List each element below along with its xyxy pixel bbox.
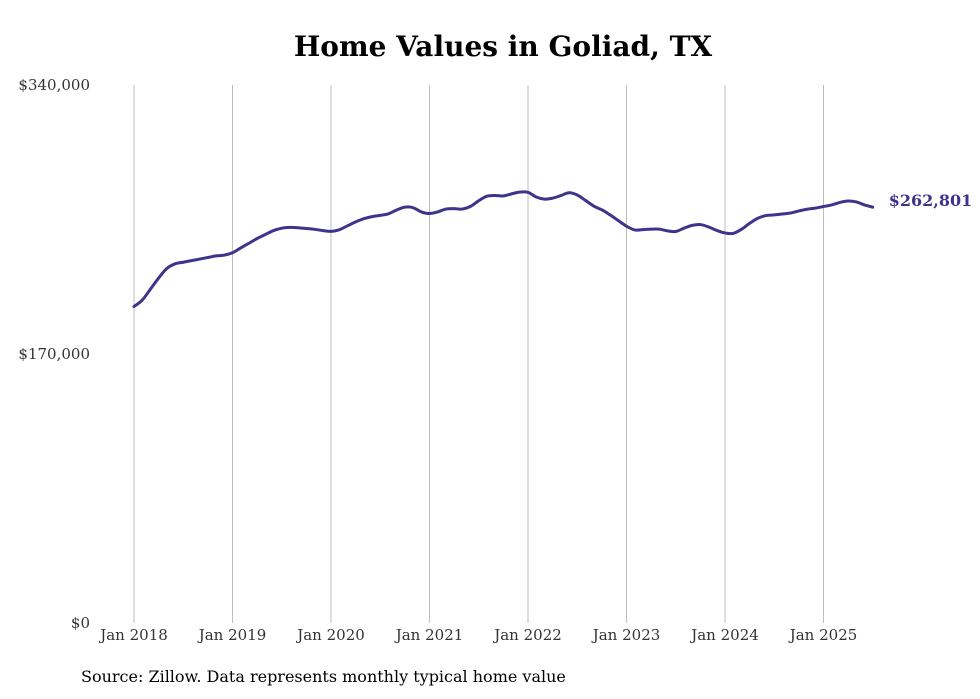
y-axis-ticks: $340,000 $170,000 $0	[18, 76, 90, 632]
x-axis-ticks: Jan 2018 Jan 2019 Jan 2020 Jan 2021 Jan 2022…	[98, 626, 857, 644]
series-layer	[132, 190, 875, 309]
x-tick-label: Jan 2023	[591, 626, 661, 644]
y-tick-label: $340,000	[18, 76, 90, 94]
series-line	[132, 190, 875, 309]
x-tick-label: Jan 2022	[492, 626, 562, 644]
gridlines	[133, 85, 824, 623]
x-tick-label: Jan 2018	[98, 626, 168, 644]
source-note: Source: Zillow. Data represents monthly …	[81, 667, 566, 686]
end-label-layer: $262,801	[889, 191, 973, 210]
x-tick-label: Jan 2025	[788, 626, 858, 644]
y-tick-label: $0	[71, 614, 90, 632]
y-tick-label: $170,000	[18, 345, 90, 363]
x-tick-label: Jan 2019	[197, 626, 267, 644]
end-value-label: $262,801	[889, 191, 973, 210]
x-tick-label: Jan 2021	[394, 626, 464, 644]
x-tick-label: Jan 2024	[689, 626, 759, 644]
chart-title: Home Values in Goliad, TX	[293, 30, 713, 63]
x-tick-label: Jan 2020	[295, 626, 365, 644]
